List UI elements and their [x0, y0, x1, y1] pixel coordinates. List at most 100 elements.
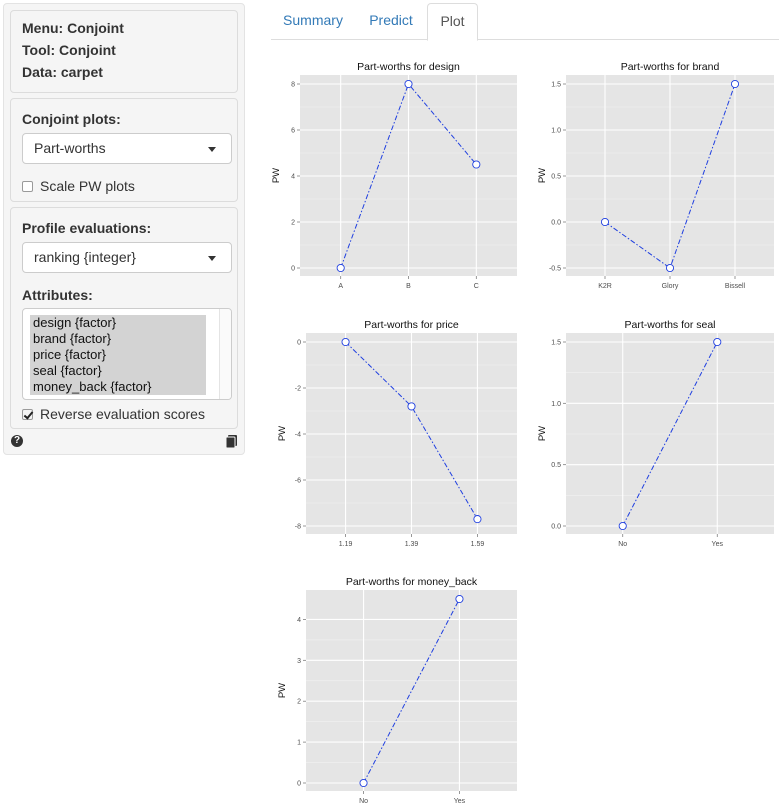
y-tick-label: 1.5 — [551, 340, 561, 347]
checkbox-checked-icon[interactable] — [22, 409, 33, 420]
y-axis-label: PW — [271, 168, 282, 183]
tool-label: Tool: Conjoint — [22, 42, 116, 58]
data-point — [730, 79, 740, 89]
y-tick-label: 0 — [297, 781, 301, 788]
data-point — [473, 515, 482, 524]
profile-evaluations-label: Profile evaluations: — [22, 220, 152, 236]
y-tick-label: 2 — [297, 699, 301, 706]
x-tick-label: No — [618, 541, 627, 548]
listbox-scrollbar[interactable] — [219, 309, 231, 399]
y-tick-label: 6 — [291, 128, 295, 135]
tab-predict[interactable]: Predict — [369, 12, 413, 28]
y-tick-label: 1.0 — [551, 401, 561, 408]
data-point — [404, 79, 413, 89]
attribute-option[interactable]: price {factor} — [33, 347, 106, 362]
info-well: Menu: Conjoint Tool: Conjoint Data: carp… — [10, 10, 238, 93]
data-point — [341, 337, 350, 347]
profile-evaluations-value: ranking {integer} — [34, 249, 136, 265]
y-tick-label: 1.5 — [551, 82, 561, 89]
y-tick-label: 0 — [297, 340, 301, 347]
data-point — [455, 594, 464, 604]
attributes-options: design {factor} brand {factor} price {fa… — [30, 315, 206, 395]
plot-title: Part-worths for price — [364, 319, 459, 331]
y-axis-label: PW — [537, 168, 548, 183]
plot-4: 0 1 2 3 4 No Yes Part-worths for money_back PW — [277, 576, 517, 805]
x-tick-label: No — [359, 798, 368, 805]
x-tick-label: 1.39 — [405, 541, 419, 548]
x-tick-label: 1.19 — [339, 541, 353, 548]
x-tick-label: 1.59 — [471, 541, 485, 548]
data-label: Data: carpet — [22, 64, 103, 80]
plot-title: Part-worths for money_back — [346, 576, 478, 588]
attribute-option[interactable]: seal {factor} — [33, 363, 102, 378]
plot-title: Part-worths for seal — [624, 319, 715, 331]
data-point — [665, 263, 675, 273]
x-tick-label: Yes — [454, 798, 466, 805]
y-tick-label: -6 — [295, 478, 301, 485]
conjoint-plots-well: Conjoint plots: Part-worths Scale PW plo… — [10, 98, 238, 202]
y-tick-label: 0.0 — [551, 220, 561, 227]
plot-0: 0 2 4 6 8 A B C Part-worths for design PW — [271, 61, 517, 290]
data-point — [336, 263, 345, 273]
data-point — [618, 521, 627, 531]
y-tick-label: 8 — [291, 82, 295, 89]
plot-3: 0.0 0.5 1.0 1.5 No Yes Part-worths for seal PW — [537, 319, 774, 548]
conjoint-plots-select[interactable]: Part-worths — [22, 133, 232, 164]
y-tick-label: 3 — [297, 658, 301, 665]
data-point — [407, 402, 416, 411]
y-tick-label: 2 — [291, 220, 295, 227]
profile-evaluations-select[interactable]: ranking {integer} — [22, 242, 232, 273]
attribute-option[interactable]: brand {factor} — [33, 331, 112, 346]
y-tick-label: -2 — [295, 386, 301, 393]
plot-2: -8 -6 -4 -2 0 1.19 1.39 1.59 Part-worths for pri… — [277, 319, 517, 548]
plot-title: Part-worths for brand — [621, 61, 720, 73]
y-tick-label: -4 — [295, 432, 301, 439]
attribute-option[interactable]: money_back {factor} — [33, 379, 152, 394]
y-tick-label: 1 — [297, 740, 301, 747]
chevron-down-icon — [208, 147, 216, 152]
reverse-scores-label: Reverse evaluation scores — [40, 406, 205, 422]
x-tick-label: A — [338, 283, 343, 290]
plot-panel — [306, 590, 517, 791]
x-tick-label: Glory — [662, 283, 679, 290]
y-tick-label: 0.5 — [551, 174, 561, 181]
x-tick-label: K2R — [598, 283, 612, 290]
menu-label: Menu: Conjoint — [22, 20, 124, 36]
plot-title: Part-worths for design — [357, 61, 460, 73]
y-axis-label: PW — [277, 683, 288, 698]
reverse-scores-checkbox[interactable]: Reverse evaluation scores — [22, 406, 205, 422]
x-tick-label: Yes — [712, 541, 724, 548]
tab-summary[interactable]: Summary — [283, 12, 343, 28]
series-line — [622, 341, 718, 527]
y-tick-label: 4 — [291, 174, 295, 181]
scale-pw-label: Scale PW plots — [40, 178, 135, 194]
data-point — [713, 337, 722, 347]
book-icon[interactable] — [226, 435, 237, 448]
help-circle-icon[interactable]: ? — [11, 435, 23, 447]
y-tick-label: 0 — [291, 266, 295, 273]
tab-bar: Summary Predict Plot — [271, 0, 779, 41]
conjoint-plots-value: Part-worths — [34, 140, 106, 156]
checkbox-icon[interactable] — [22, 181, 33, 192]
x-tick-label: C — [474, 283, 479, 290]
x-tick-label: Bissell — [725, 283, 746, 290]
attribute-option[interactable]: design {factor} — [33, 315, 117, 330]
y-tick-label: 0.5 — [551, 462, 561, 469]
plot-1: -0.5 0.0 0.5 1.0 1.5 K2R Glory Bissell Part-wort… — [537, 61, 774, 290]
x-tick-label: B — [406, 283, 411, 290]
attributes-label: Attributes: — [22, 287, 93, 303]
plot-panel — [566, 333, 774, 534]
data-point — [600, 217, 610, 227]
sidebar-panel: Menu: Conjoint Tool: Conjoint Data: carp… — [3, 3, 245, 455]
scale-pw-checkbox[interactable]: Scale PW plots — [22, 178, 135, 194]
series-line — [363, 598, 460, 784]
tab-plot[interactable]: Plot — [427, 3, 478, 41]
attributes-listbox[interactable]: design {factor} brand {factor} price {fa… — [22, 308, 232, 400]
conjoint-plots-label: Conjoint plots: — [22, 111, 121, 127]
y-tick-label: 0.0 — [551, 524, 561, 531]
y-tick-label: -8 — [295, 524, 301, 531]
chevron-down-icon — [208, 256, 216, 261]
data-point — [359, 778, 368, 788]
y-tick-label: 4 — [297, 617, 301, 624]
